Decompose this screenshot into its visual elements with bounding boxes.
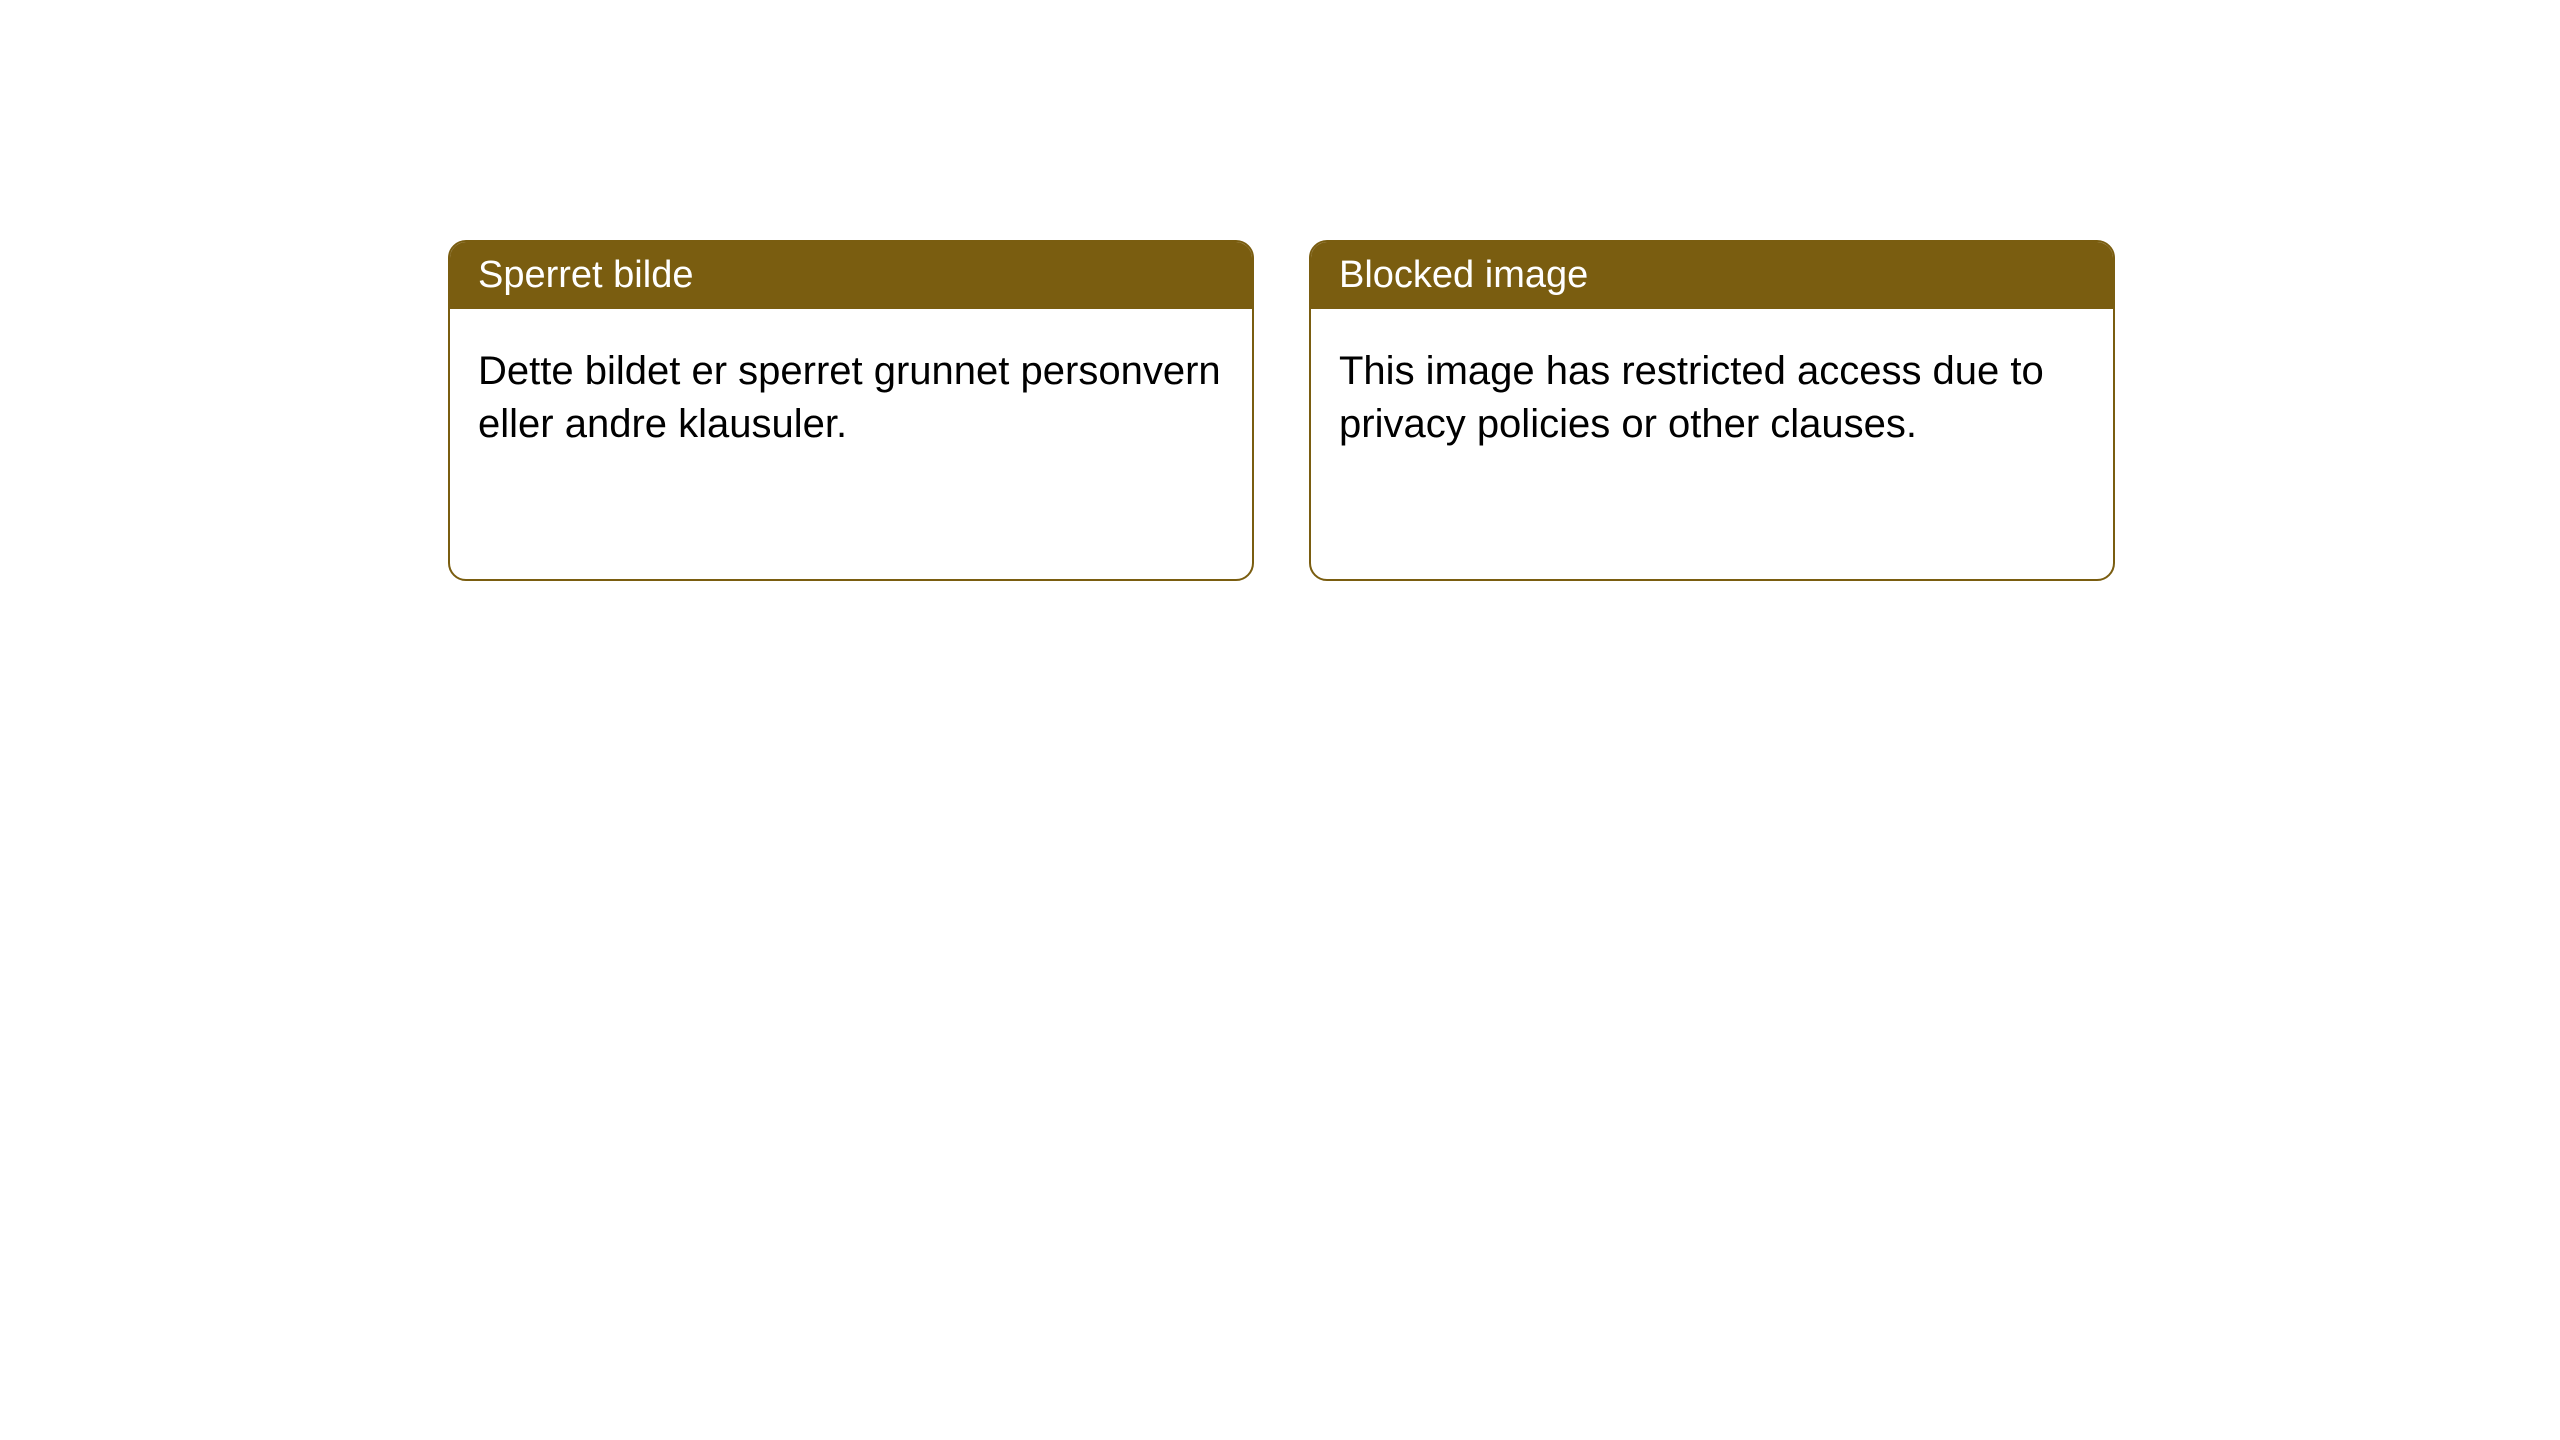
notice-container: Sperret bilde Dette bildet er sperret gr… (0, 0, 2560, 581)
card-body: Dette bildet er sperret grunnet personve… (450, 309, 1252, 579)
notice-card-norwegian: Sperret bilde Dette bildet er sperret gr… (448, 240, 1254, 581)
card-header: Sperret bilde (450, 242, 1252, 309)
card-title: Blocked image (1339, 254, 1588, 296)
card-header: Blocked image (1311, 242, 2113, 309)
card-body-text: Dette bildet er sperret grunnet personve… (478, 349, 1221, 446)
card-body-text: This image has restricted access due to … (1339, 349, 2044, 446)
notice-card-english: Blocked image This image has restricted … (1309, 240, 2115, 581)
card-title: Sperret bilde (478, 254, 693, 296)
card-body: This image has restricted access due to … (1311, 309, 2113, 579)
